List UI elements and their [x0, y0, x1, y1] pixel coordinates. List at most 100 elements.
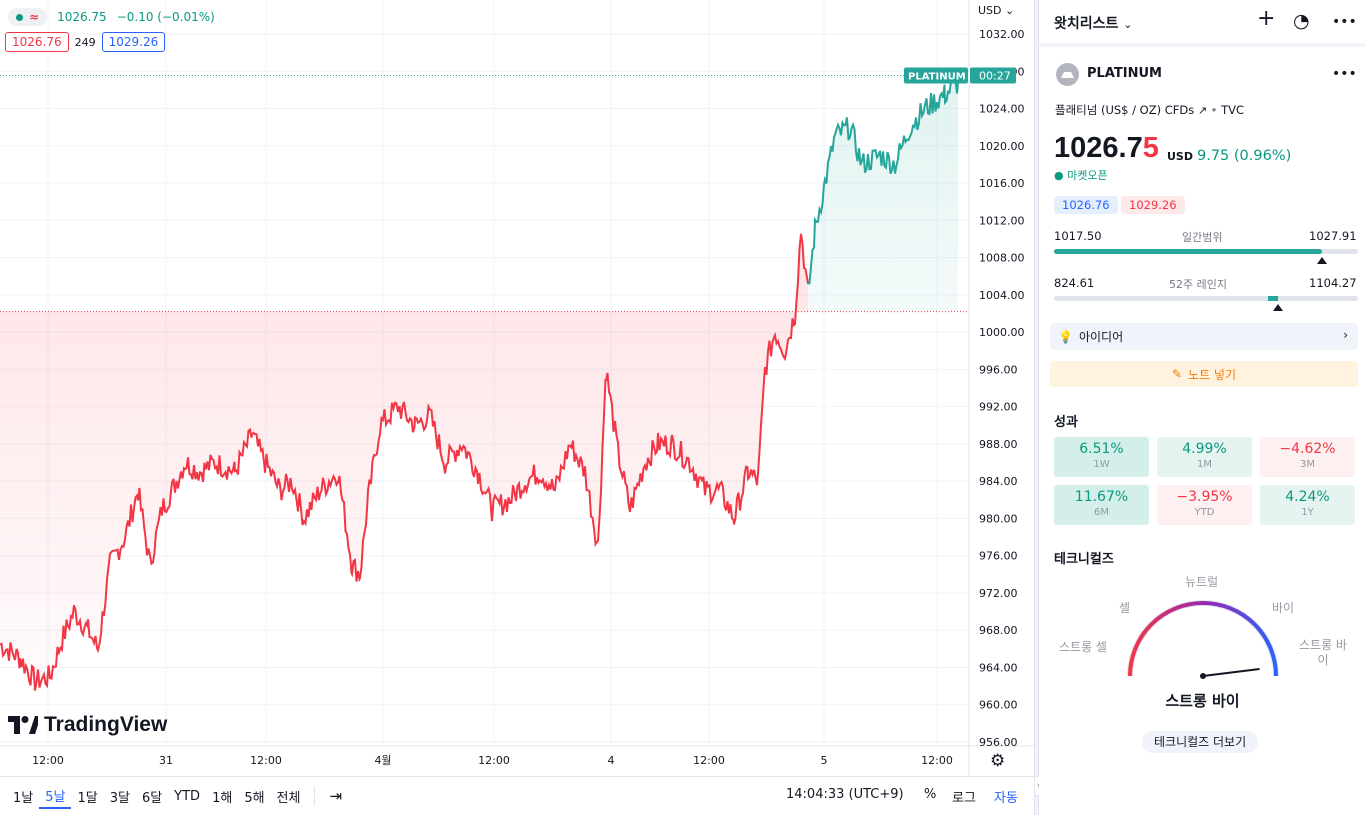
- symbol-description-row: 플래티넘 (US$ / OZ) CFDs ↗ • TVC: [1055, 102, 1244, 118]
- range-button-7[interactable]: 5해: [244, 790, 265, 806]
- gauge-strong-buy-label: 스트롱 바 이: [1299, 638, 1347, 668]
- performance-value: 6.51%: [1079, 441, 1124, 457]
- range-button-3[interactable]: 3달: [109, 790, 130, 806]
- price-line-down: [0, 233, 809, 691]
- year-range-marker-icon: [1272, 304, 1283, 311]
- price-axis-tick: 1024.00: [979, 103, 1025, 116]
- performance-cell-1m: 4.99% 1M: [1157, 437, 1252, 477]
- status-dot-icon: ●: [1054, 169, 1068, 182]
- time-axis-tick: 31: [159, 754, 173, 767]
- performance-cell-ytd: −3.95% YTD: [1157, 485, 1252, 525]
- symbol-more-icon[interactable]: •••: [1332, 66, 1357, 82]
- gauge-pivot: [1200, 673, 1206, 679]
- advanced-view-pie-icon[interactable]: ◔: [1293, 10, 1310, 32]
- price-axis-tick: 968.00: [979, 624, 1018, 637]
- sell-price-box[interactable]: 1026.76: [5, 32, 69, 52]
- gauge-track: [1127, 600, 1279, 677]
- watchlist-dropdown[interactable]: 왓치리스트 ⌄: [1054, 13, 1133, 33]
- price-axis-tick: 992.00: [979, 401, 1018, 414]
- session-clock[interactable]: 14:04:33 (UTC+9): [786, 787, 904, 802]
- symbol-tag-label: PLATINUM: [908, 71, 966, 82]
- symbol-name[interactable]: PLATINUM: [1087, 66, 1162, 81]
- chart-settings-gear-icon[interactable]: ⚙: [990, 751, 1006, 771]
- year-range-bar: [1054, 296, 1358, 301]
- currency-label: USD: [978, 4, 1002, 17]
- chart-legend: ≈ 1026.75 −0.10 (−0.01%): [8, 8, 215, 26]
- legend-change: −0.10 (−0.01%): [116, 10, 215, 24]
- currency-selector[interactable]: USD ⌄: [978, 4, 1014, 17]
- below-baseline-fill: [0, 233, 808, 691]
- performance-period: 1Y: [1301, 507, 1314, 518]
- price-axis-tick: 1008.00: [979, 252, 1025, 265]
- price-line-up: [807, 77, 959, 285]
- countdown-box: [970, 67, 1016, 84]
- performance-title: 성과: [1054, 415, 1078, 430]
- ideas-link[interactable]: 💡 아이디어 ›: [1050, 323, 1358, 350]
- performance-period: 3M: [1300, 459, 1315, 470]
- market-status-pill[interactable]: ≈: [8, 8, 48, 26]
- technicals-title[interactable]: 테크니컬즈: [1054, 552, 1114, 567]
- price-axis-tick: 984.00: [979, 475, 1018, 488]
- date-range-calendar-icon[interactable]: ⇥: [329, 787, 343, 805]
- range-button-1[interactable]: 5날: [39, 783, 72, 809]
- market-open-dot: [16, 13, 23, 21]
- performance-value: 4.99%: [1182, 441, 1227, 457]
- range-button-5[interactable]: YTD: [174, 788, 201, 804]
- range-button-0[interactable]: 1날: [13, 790, 34, 806]
- price-last-digit: 5: [1142, 132, 1159, 164]
- add-symbol-plus-icon[interactable]: +: [1257, 6, 1276, 31]
- legend-last-price: 1026.75: [57, 10, 107, 24]
- toolbar-divider: [314, 786, 316, 806]
- ideas-label: 아이디어: [1078, 330, 1124, 344]
- symbol-description[interactable]: 플래티넘 (US$ / OZ) CFDs: [1055, 103, 1195, 117]
- ask-price-pill: 1029.26: [1121, 196, 1185, 214]
- more-options-icon[interactable]: •••: [1332, 14, 1357, 30]
- chart-area[interactable]: 1032.001028.001024.001020.001016.001012.…: [0, 0, 1034, 815]
- time-axis-tick: 4: [608, 754, 615, 767]
- range-button-6[interactable]: 1해: [212, 790, 233, 806]
- add-note-button[interactable]: ✎ 노트 넣기: [1050, 361, 1358, 387]
- wave-icon: ≈: [29, 10, 40, 24]
- external-link-icon[interactable]: ↗: [1197, 104, 1211, 117]
- watchlist-title: 왓치리스트: [1054, 16, 1119, 32]
- log-scale-toggle[interactable]: 로그: [952, 791, 976, 806]
- gauge-neutral-label: 뉴트럴: [1185, 575, 1219, 589]
- price-axis-tick: 1032.00: [979, 28, 1025, 41]
- performance-cell-3m: −4.62% 3M: [1260, 437, 1355, 477]
- percent-scale-toggle[interactable]: %: [924, 787, 937, 802]
- price-axis-tick: 996.00: [979, 363, 1018, 376]
- panel-divider[interactable]: [1034, 0, 1039, 815]
- price-axis-tick: 1004.00: [979, 289, 1025, 302]
- range-button-2[interactable]: 1달: [77, 790, 98, 806]
- day-range-bar: [1054, 249, 1358, 254]
- market-status-label: 마켓오픈: [1067, 169, 1108, 182]
- exchange-name[interactable]: TVC: [1221, 103, 1244, 117]
- chevron-down-icon: ⌄: [1123, 18, 1133, 31]
- performance-value: −3.95%: [1176, 489, 1233, 505]
- time-axis-tick: 5: [821, 754, 828, 767]
- performance-cell-1y: 4.24% 1Y: [1260, 485, 1355, 525]
- above-baseline-fill: [808, 79, 958, 312]
- bid-ask-row: 1026.76 249 1029.26: [5, 32, 166, 52]
- technicals-result: 스트롱 바이: [1165, 692, 1240, 710]
- price-chart[interactable]: 1032.001028.001024.001020.001016.001012.…: [0, 0, 1034, 776]
- tradingview-logo[interactable]: TradingView: [8, 713, 167, 737]
- price-axis-tick: 976.00: [979, 550, 1018, 563]
- performance-grid: 6.51% 1W 4.99% 1M −4.62% 3M 11.67% 6M −3.95% YTD 4…: [1054, 437, 1358, 525]
- dot-separator: •: [1210, 103, 1222, 117]
- year-range-high: 1104.27: [1309, 276, 1357, 290]
- buy-price-box[interactable]: 1029.26: [101, 32, 166, 52]
- year-range-label: 52주 레인지: [1169, 278, 1227, 291]
- market-open-status: ● 마켓오픈: [1054, 167, 1108, 183]
- gauge-strong-sell-label: 스트롱 셀: [1059, 640, 1107, 654]
- range-button-8[interactable]: 전체: [276, 790, 301, 806]
- chevron-down-icon: ⌄: [1005, 4, 1015, 17]
- countdown-label: 00:27: [979, 69, 1011, 82]
- auto-scale-toggle[interactable]: 자동: [994, 791, 1018, 806]
- range-button-4[interactable]: 6달: [141, 790, 163, 806]
- performance-value: −4.62%: [1279, 441, 1336, 457]
- price-main: 1026.7: [1054, 132, 1143, 164]
- performance-period: 1W: [1093, 459, 1110, 470]
- performance-period: 1M: [1197, 459, 1212, 470]
- more-technicals-button[interactable]: 테크니컬즈 더보기: [1142, 731, 1259, 753]
